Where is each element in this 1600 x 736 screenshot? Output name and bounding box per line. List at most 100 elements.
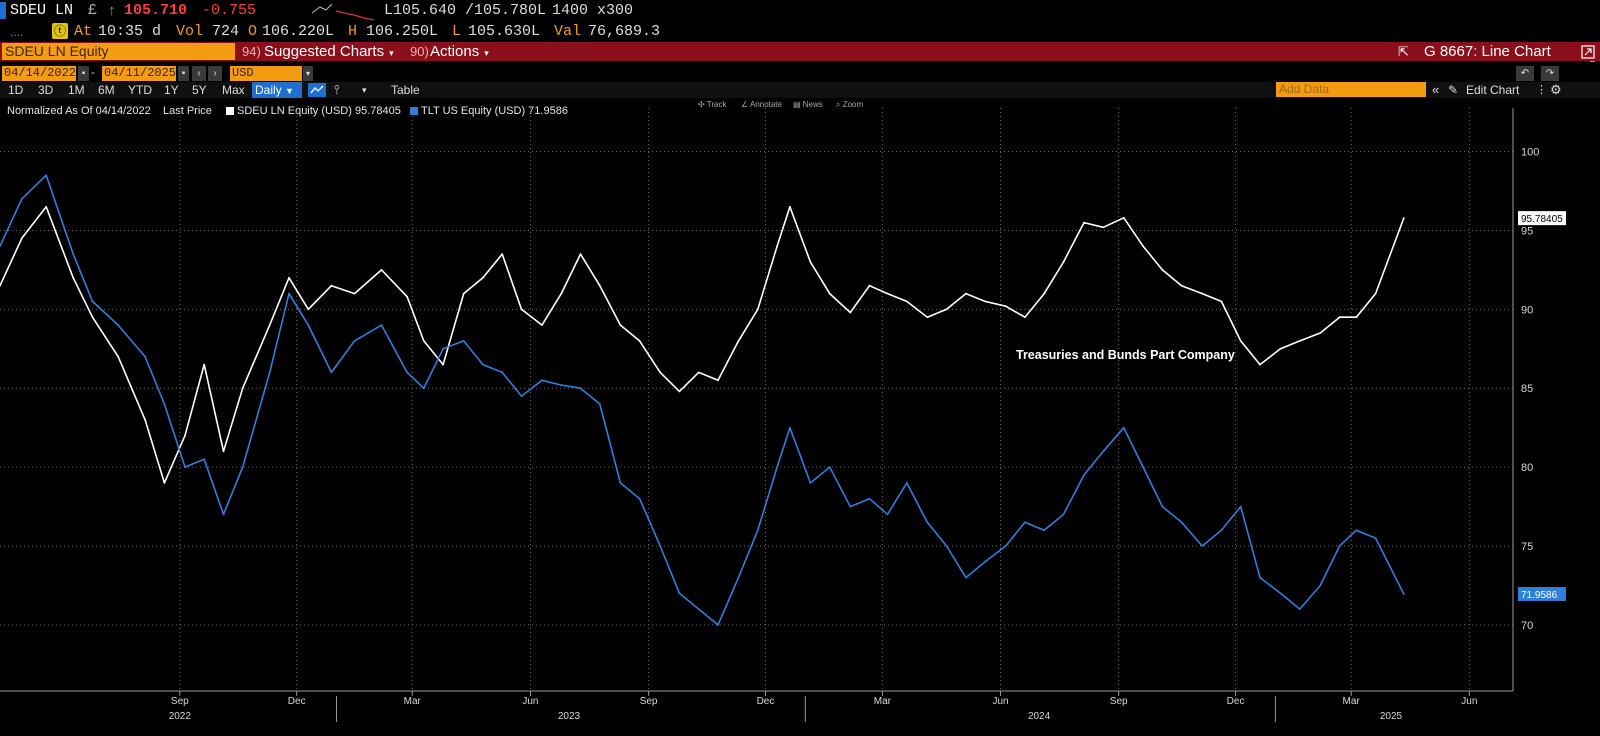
value-traded: 76,689.3 [588,23,661,40]
news-tool[interactable]: ▤ News [793,100,823,109]
frequency-select[interactable]: Daily ▼ [252,82,302,98]
data-point [117,355,120,358]
data-point [422,340,425,342]
news-label: News [802,100,823,109]
line-chart-icon[interactable] [308,83,326,97]
period-max-button[interactable]: Max [222,83,245,97]
trade-icon[interactable]: ⓣ [52,23,68,39]
currency-select[interactable]: USD [230,66,302,81]
data-point [1024,316,1026,319]
open-label: O [248,23,258,40]
data-point [307,324,310,326]
pencil-icon[interactable]: ✎ [1448,83,1459,97]
calendar-icon[interactable]: ▪ [178,66,189,81]
data-point [1142,245,1144,248]
x-tick-label: Dec [757,696,775,707]
redo-icon[interactable]: ↷ [1541,66,1559,81]
data-point [1024,521,1026,524]
end-date-input[interactable]: 04/11/2025 [102,66,177,81]
data-point [868,284,871,287]
annotate-tool[interactable]: ∠ Annotate [741,100,782,109]
data-point [307,308,310,311]
ticker-label: SDEU LN [10,2,74,19]
next-period-button[interactable]: › [208,66,222,81]
add-data-input[interactable]: Add Data [1276,82,1426,97]
period-1d-button[interactable]: 1D [8,83,24,97]
data-point [45,205,48,208]
annotate-label: Annotate [749,100,782,109]
more-icon[interactable]: ⋮ [1536,84,1547,96]
legend-label: TLT US Equity (USD) 71.9586 [421,105,568,117]
collapse-icon[interactable]: « [1432,82,1440,97]
y-tick-label: 70 [1521,620,1533,632]
prev-period-button[interactable]: ‹ [192,66,206,81]
period-5y-button[interactable]: 5Y [192,83,207,97]
data-point [776,245,778,248]
data-point [1083,474,1085,476]
table-button[interactable]: Table [391,83,420,97]
data-point [1259,363,1261,366]
data-point [598,403,601,405]
period-1m-button[interactable]: 1M [68,83,85,97]
period-ytd-button[interactable]: YTD [128,83,152,97]
suggested-charts-label: Suggested Charts [264,43,385,60]
x-tick-label: Mar [1343,696,1361,707]
data-point [809,261,812,263]
data-point [659,371,662,374]
x-tick-label: Dec [1227,696,1245,707]
data-point [926,521,929,524]
undo-icon[interactable]: ↶ [1516,66,1534,81]
low-price: 105.630L [468,23,541,40]
x-tick-label: Sep [640,696,658,707]
data-point [965,576,967,579]
last-price: 105.710 [124,2,188,19]
gear-icon[interactable]: ⚙ [1550,82,1562,97]
period-3d-button[interactable]: 3D [38,83,54,97]
candle-chart-icon[interactable]: ⫯ [334,82,340,97]
calendar-icon[interactable]: ▪ [78,66,89,81]
x-tick-label: Mar [874,696,892,707]
period-1y-button[interactable]: 1Y [164,83,179,97]
track-tool[interactable]: ✣ Track [698,100,727,109]
data-point [789,426,791,429]
data-point [1402,217,1405,220]
data-point [678,592,681,595]
data-point [1062,261,1065,263]
chevron-down-icon[interactable]: ▾ [303,66,313,81]
zoom-tool[interactable]: ⌕ Zoom [836,100,864,109]
low-label: L [452,23,462,40]
data-point [560,384,563,386]
chevron-down-icon: ▾ [389,48,394,58]
chevron-down-icon[interactable]: ▾ [362,85,367,95]
legend-item-tlt[interactable]: TLT US Equity (USD) 71.9586 [410,104,568,118]
legend-item-sdeu[interactable]: SDEU LN Equity (USD) 95.78405 [226,104,401,118]
export-icon[interactable]: ⇱ [1398,44,1409,59]
data-point [144,418,147,421]
security-field[interactable]: SDEU LN Equity [2,43,235,60]
data-point [1338,545,1341,547]
y-tick-label: 95 [1521,225,1533,237]
data-point [1142,466,1144,468]
data-point [482,363,484,366]
actions-button[interactable]: Actions ▾ [430,43,489,60]
start-date-input[interactable]: 04/14/2022 [2,66,77,81]
data-point [1355,529,1358,532]
data-point [353,340,356,342]
function-title: G 8667: Line Chart [1424,43,1551,60]
data-point [886,513,889,516]
data-point [163,482,166,484]
data-point [541,324,543,326]
suggested-charts-button[interactable]: Suggested Charts ▾ [264,43,394,60]
maximize-icon[interactable] [1581,45,1595,59]
period-6m-button[interactable]: 6M [98,83,115,97]
high-price: 106.250L [366,23,439,40]
last-value-labels: 95.78405 71.9586 [1518,211,1566,601]
data-point [1355,316,1358,319]
data-point [1298,340,1301,342]
data-point [945,545,948,547]
edit-chart-button[interactable]: Edit Chart [1466,83,1520,97]
x-tick-label: Jun [992,696,1008,707]
last-value-label: 95.78405 [1521,214,1563,225]
data-point [1161,269,1164,271]
